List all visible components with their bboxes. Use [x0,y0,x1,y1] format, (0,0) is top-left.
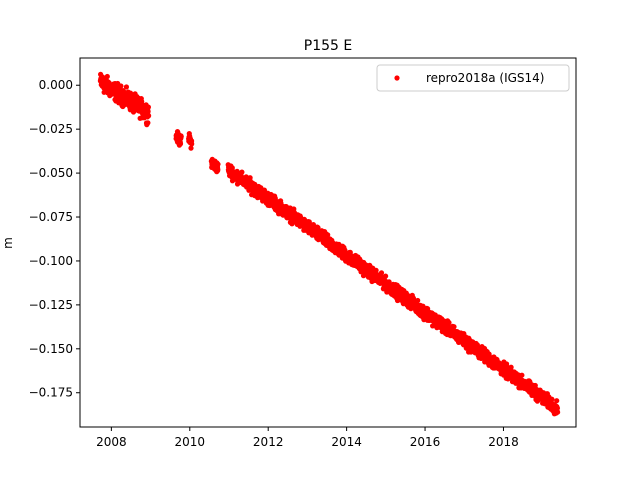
data-point [532,382,538,389]
data-point [554,405,561,411]
data-points [97,71,561,417]
legend: repro2018a (IGS14) [376,64,570,92]
data-point [104,73,110,80]
data-point [177,141,184,147]
y-tick-label: 0.000 [39,78,73,92]
legend-marker [394,75,400,81]
data-point [415,297,421,304]
data-point [188,145,194,151]
data-point [549,396,555,402]
x-tick-label: 2014 [331,435,362,449]
x-tick-label: 2016 [410,435,441,449]
data-point [189,141,195,147]
axes: 2008 2010 2012 2014 2016 2018 0.000 −0.025 −0.05… [29,57,577,449]
y-tick-label: −0.175 [29,386,73,400]
data-point [383,273,389,279]
data-point [139,98,145,105]
data-point [378,270,385,276]
data-point [555,409,561,415]
y-axis-label: m [1,237,15,249]
data-point [118,83,124,89]
y-tick-label: −0.025 [29,122,73,136]
data-point [373,267,379,273]
plot-frame [79,57,577,428]
y-tick-label: −0.050 [29,166,73,180]
y-tick-label: −0.100 [29,254,73,268]
data-point [446,320,452,326]
data-point [451,324,457,330]
data-point [554,398,560,404]
data-point [239,169,245,175]
x-tick-label: 2008 [96,435,127,449]
y-tick-label: −0.075 [29,210,73,224]
data-point [215,166,221,172]
data-point [145,108,151,115]
data-point [145,120,151,126]
legend-label: repro2018a (IGS14) [426,71,544,85]
x-tick-label: 2012 [253,435,284,449]
x-tick-label: 2010 [175,435,206,449]
data-point [145,104,151,110]
data-point [123,84,129,90]
data-point [519,372,525,378]
data-point [215,161,221,167]
y-tick-label: −0.150 [29,342,73,356]
chart-title: P155 E [304,38,352,54]
x-tick-label: 2018 [488,435,519,449]
data-point [146,113,152,119]
y-tick-label: −0.125 [29,298,73,312]
data-point [178,134,184,140]
legend-box [376,64,570,92]
data-point [508,364,514,370]
data-point [229,165,235,171]
